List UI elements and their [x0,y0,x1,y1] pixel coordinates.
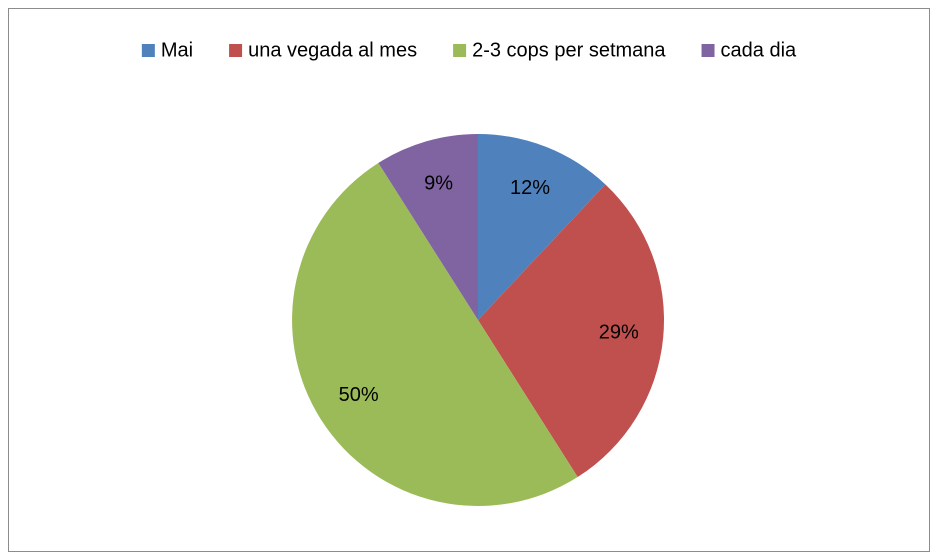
legend-label: cada dia [721,39,797,61]
legend-label: una vegada al mes [248,39,417,61]
legend-label: Mai [161,39,193,61]
pie-slice [292,162,578,506]
pie-slice [478,184,664,478]
data-label: 12% [510,177,550,199]
data-label: 50% [339,384,379,406]
legend-swatch [141,44,155,57]
legend-swatch [453,44,467,57]
legend-label: 2-3 cops per setmana [472,39,666,61]
pie-slice [378,134,478,320]
data-label: 9% [424,173,453,195]
legend-swatch [701,44,715,57]
data-label: 29% [599,322,639,344]
legend-swatch [229,44,243,57]
pie-slice [478,134,606,320]
